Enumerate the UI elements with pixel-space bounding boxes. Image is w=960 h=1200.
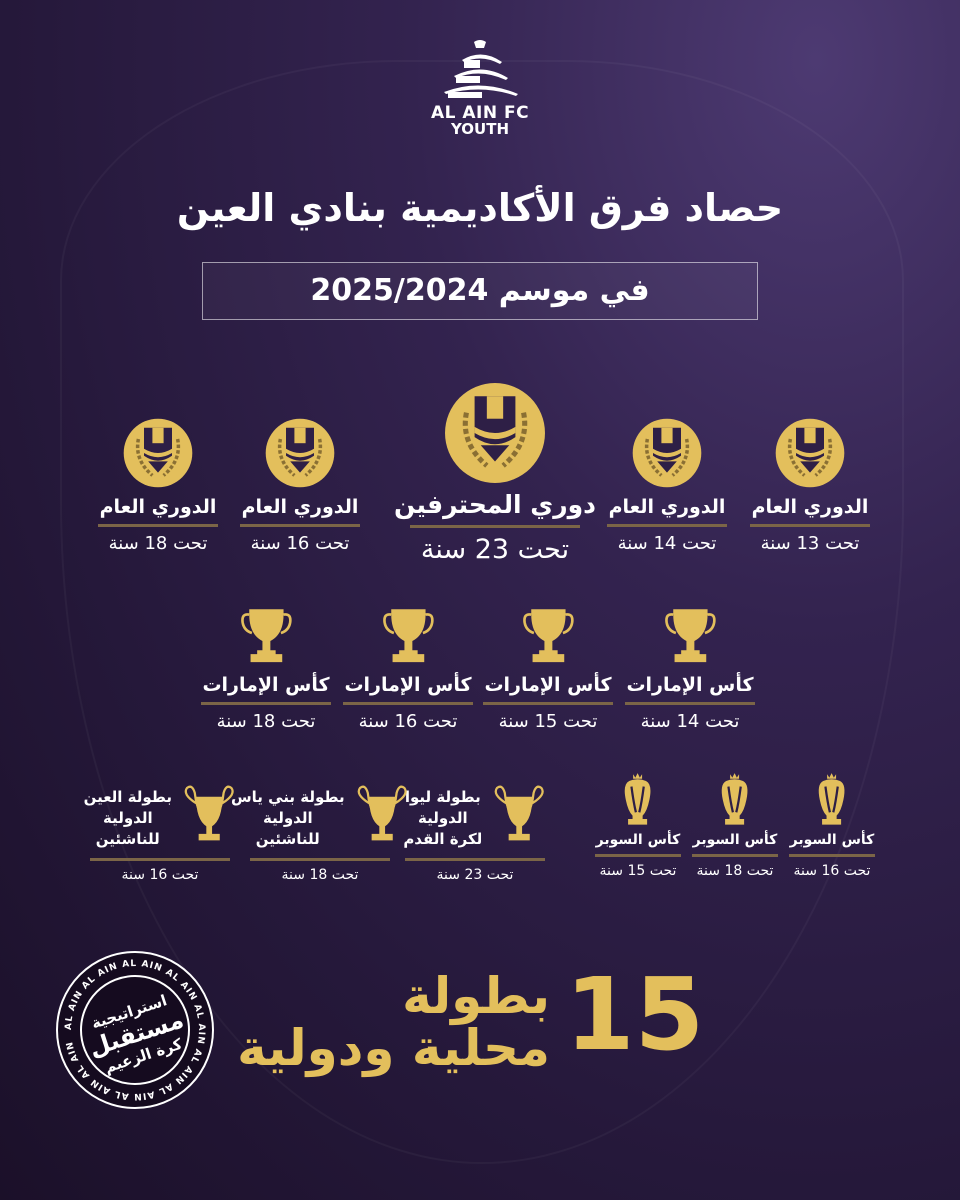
cups-item: كأس الإمارات تحت 18 سنة [191,604,341,732]
total-count: 15 [565,956,705,1073]
tournament-name-line: الدولية [263,808,313,827]
super-cup-trophy-icon [782,772,882,832]
age-group: تحت 18 سنة [281,867,359,883]
international-tournament-item: بطولة بني ياس الدولية للناشئين تحت 18 سنة [225,784,415,883]
total-sublabel: محلية ودولية [237,1019,550,1077]
achievement-title: الدوري العام [241,496,359,518]
age-group: تحت 16 سنة [250,533,350,554]
league-medal-icon [220,418,380,496]
divider [483,702,613,705]
tournament-name-line: بطولة بني ياس [230,787,345,806]
divider [90,858,230,861]
total-label: بطولة [402,967,550,1025]
cup-trophy-icon [191,604,341,674]
divider [625,702,755,705]
super-cups-item: كأس السوبر تحت 18 سنة [685,772,785,879]
tournament-name-line: للناشئين [255,829,320,848]
age-group: تحت 13 سنة [760,533,860,554]
age-group: تحت 16 سنة [358,711,458,732]
league-medal-icon [385,382,605,490]
leagues-item: دوري المحترفين تحت 23 سنة [385,382,605,565]
achievement-title: كأس الإمارات [344,674,472,696]
leagues-item: الدوري العام تحت 18 سنة [78,418,238,554]
big-ears-trophy-icon [182,784,236,852]
achievement-title: كأس السوبر [692,832,778,848]
age-group: تحت 18 سنة [108,533,208,554]
international-tournament-item: بطولة العين الدولية للناشئين تحت 16 سنة [65,784,255,883]
divider [405,858,545,861]
cup-trophy-icon [615,604,765,674]
age-group: تحت 14 سنة [617,533,717,554]
achievement-title: كأس الإمارات [484,674,612,696]
achievement-title: كأس الإمارات [202,674,330,696]
achievement-title: دوري المحترفين [394,490,596,519]
age-group: تحت 14 سنة [640,711,740,732]
divider [410,525,580,528]
season-box: في موسم 2025/2024 [202,262,758,320]
leagues-item: الدوري العام تحت 16 سنة [220,418,380,554]
strategy-stamp: AL AIN AL AIN AL AIN AL AIN AL AIN AL AI… [55,950,215,1110]
age-group: تحت 23 سنة [420,534,570,565]
tournament-name-line: الدولية [418,808,468,827]
divider [240,524,360,527]
age-group: تحت 15 سنة [599,863,677,879]
age-group: تحت 18 سنة [216,711,316,732]
super-cups-item: كأس السوبر تحت 15 سنة [588,772,688,879]
logo-text: AL AIN FC [430,103,530,123]
divider [343,702,473,705]
achievement-title: الدوري العام [608,496,726,518]
league-medal-icon [730,418,890,496]
international-tournament-item: بطولة ليوا الدولية لكرة القدم تحت 23 سنة [380,784,570,883]
age-group: تحت 18 سنة [696,863,774,879]
leagues-item: الدوري العام تحت 13 سنة [730,418,890,554]
age-group: تحت 16 سنة [121,867,199,883]
league-medal-icon [587,418,747,496]
league-medal-icon [78,418,238,496]
cup-trophy-icon [333,604,483,674]
super-cup-trophy-icon [588,772,688,832]
achievement-title: كأس السوبر [789,832,875,848]
achievement-title: الدوري العام [99,496,217,518]
cup-trophy-icon [473,604,623,674]
achievement-title: الدوري العام [751,496,869,518]
logo-subtext: YOUTH [450,120,510,138]
tournament-name-line: للناشئين [95,829,160,848]
cups-item: كأس الإمارات تحت 14 سنة [615,604,765,732]
leagues-item: الدوري العام تحت 14 سنة [587,418,747,554]
divider [750,524,870,527]
tournament-name-line: لكرة القدم [403,829,483,848]
tournament-name-line: الدولية [103,808,153,827]
divider [98,524,218,527]
cups-item: كأس الإمارات تحت 15 سنة [473,604,623,732]
page-title: حصاد فرق الأكاديمية بنادي العين [176,186,784,230]
divider [595,854,681,857]
super-cups-item: كأس السوبر تحت 16 سنة [782,772,882,879]
age-group: تحت 15 سنة [498,711,598,732]
divider [607,524,727,527]
divider [201,702,331,705]
divider [692,854,778,857]
divider [250,858,390,861]
tournament-name-line: بطولة ليوا [404,787,481,806]
big-ears-trophy-icon [492,784,546,852]
castle-emblem-icon [444,40,518,98]
tournament-name-line: بطولة العين [83,787,173,806]
age-group: تحت 23 سنة [436,867,514,883]
achievement-title: كأس السوبر [595,832,681,848]
achievement-title: كأس الإمارات [626,674,754,696]
super-cup-trophy-icon [685,772,785,832]
cups-item: كأس الإمارات تحت 16 سنة [333,604,483,732]
club-logo: AL AIN FC YOUTH [430,38,530,137]
divider [789,854,875,857]
big-ears-trophy-icon [355,784,409,852]
age-group: تحت 16 سنة [793,863,871,879]
